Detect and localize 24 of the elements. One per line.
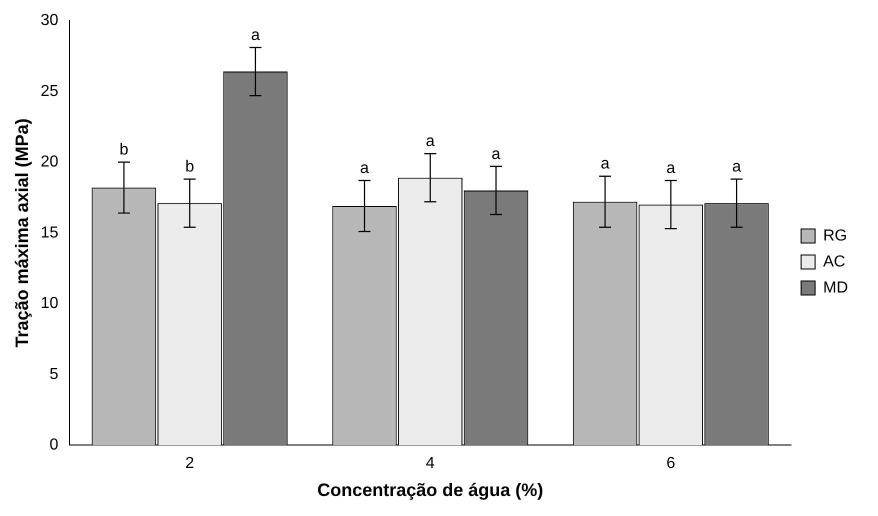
x-tick-label: 6 [666,455,676,472]
y-axis-title: Tração máxima axial (MPa) [12,118,32,348]
y-tick-label: 0 [49,436,58,454]
y-tick-label: 25 [40,82,58,100]
data-label: b [119,142,128,159]
legend-label: AC [823,253,846,270]
y-tick-label: 5 [49,366,58,383]
data-label: a [732,158,742,176]
data-label: a [492,146,501,163]
data-label: a [360,160,370,177]
y-tick-label: 20 [40,154,58,171]
y-tick-label: 30 [40,12,58,30]
x-axis-title: Concentração de água (%) [317,480,544,500]
data-label: b [185,158,194,176]
data-label: a [666,160,676,177]
data-label: a [600,156,610,173]
x-tick-label: 2 [185,455,194,472]
legend-label: MD [823,279,848,296]
data-label: a [250,26,260,44]
x-tick-label: 4 [426,455,435,472]
y-tick-label: 15 [40,224,58,242]
y-tick-label: 10 [40,295,58,312]
data-label: a [426,133,435,150]
legend-label: RG [823,227,848,244]
